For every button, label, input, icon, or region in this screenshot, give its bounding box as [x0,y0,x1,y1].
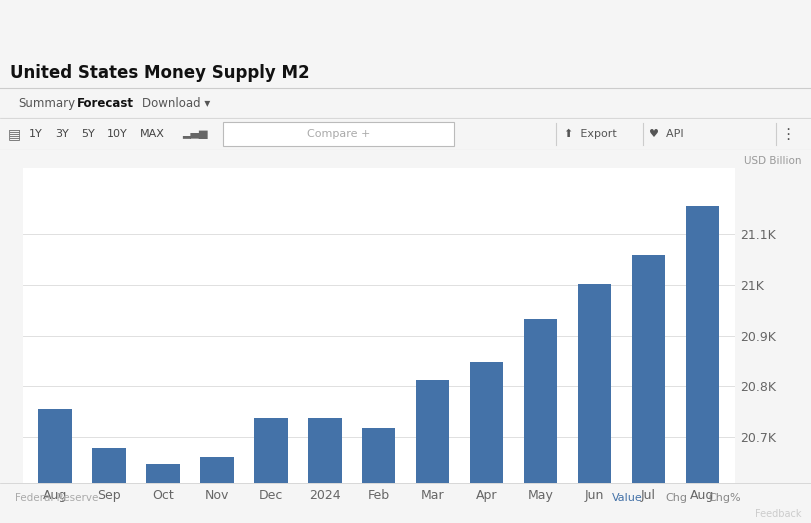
FancyBboxPatch shape [223,122,454,146]
Text: ⋮: ⋮ [780,127,796,142]
Bar [362,428,396,523]
Text: Federal Reserve: Federal Reserve [15,493,98,503]
Text: Summary: Summary [18,97,75,110]
Text: Compare +: Compare + [307,129,371,139]
Text: Chg%: Chg% [709,493,741,503]
Text: MAX: MAX [139,129,165,139]
Text: 3Y: 3Y [55,129,69,139]
Text: Value: Value [612,493,643,503]
Text: ♥  API: ♥ API [649,129,684,139]
Text: United States Money Supply M2: United States Money Supply M2 [10,64,309,82]
Bar [470,362,504,523]
Bar [685,206,719,523]
Text: Download ▾: Download ▾ [142,97,210,110]
Bar [577,284,611,523]
Bar [92,448,126,523]
Text: Forecast: Forecast [77,97,134,110]
Bar [416,380,449,523]
Text: 1Y: 1Y [28,129,42,139]
Text: ▂▄▆: ▂▄▆ [182,129,208,139]
Text: USD Billion: USD Billion [744,156,801,166]
Bar [38,410,72,523]
Text: ⬆  Export: ⬆ Export [564,129,616,139]
Text: Feedback: Feedback [755,509,801,519]
Bar [146,464,180,523]
Bar [308,418,341,523]
Bar [254,418,288,523]
Bar [524,320,557,523]
Bar [200,457,234,523]
Text: Chg: Chg [665,493,687,503]
Bar [632,255,665,523]
Text: ▤: ▤ [8,127,21,141]
Text: 5Y: 5Y [81,129,95,139]
Text: 10Y: 10Y [107,129,128,139]
